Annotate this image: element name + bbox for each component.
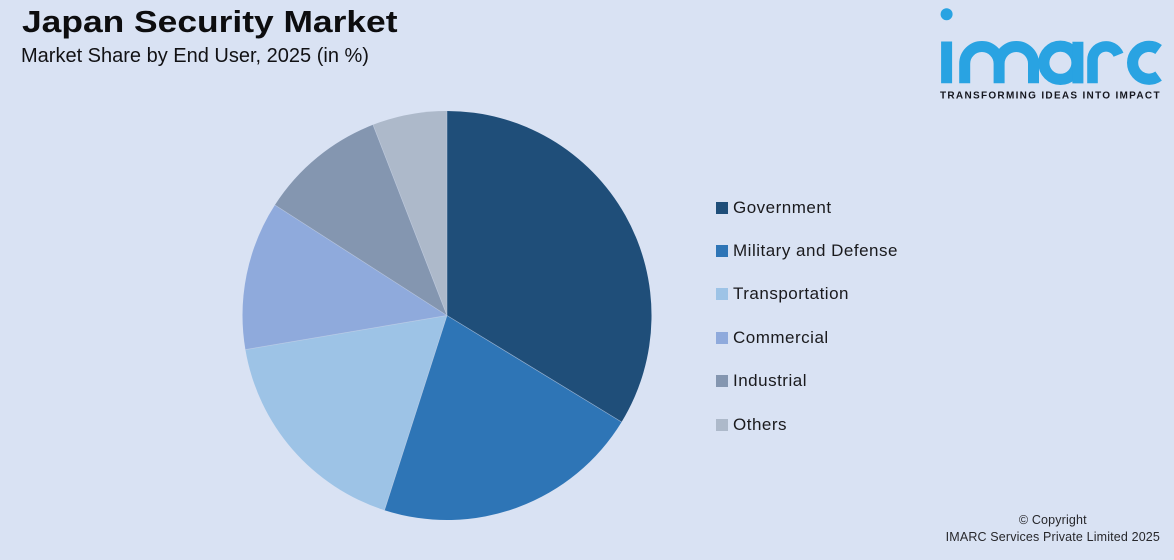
svg-text:TRANSFORMING IDEAS INTO IMPACT: TRANSFORMING IDEAS INTO IMPACT xyxy=(940,91,1161,102)
